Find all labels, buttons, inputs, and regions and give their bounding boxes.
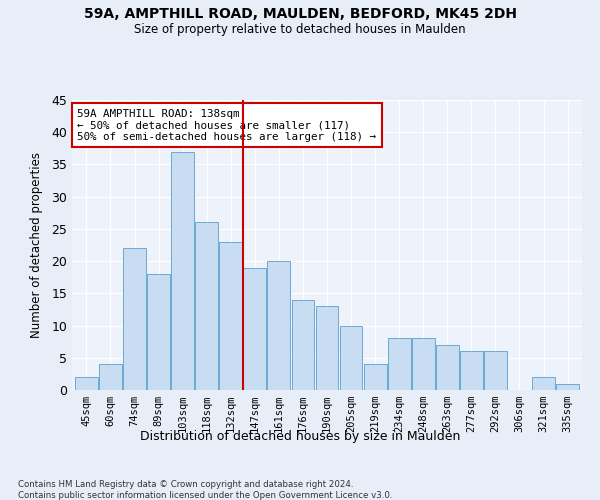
Text: Contains HM Land Registry data © Crown copyright and database right 2024.
Contai: Contains HM Land Registry data © Crown c…	[18, 480, 392, 500]
Text: 59A AMPTHILL ROAD: 138sqm
← 50% of detached houses are smaller (117)
50% of semi: 59A AMPTHILL ROAD: 138sqm ← 50% of detac…	[77, 108, 376, 142]
Bar	[340, 326, 362, 390]
Bar	[220, 242, 242, 390]
Text: Size of property relative to detached houses in Maulden: Size of property relative to detached ho…	[134, 22, 466, 36]
Bar	[412, 338, 434, 390]
Bar	[195, 222, 218, 390]
Text: 59A, AMPTHILL ROAD, MAULDEN, BEDFORD, MK45 2DH: 59A, AMPTHILL ROAD, MAULDEN, BEDFORD, MK…	[83, 8, 517, 22]
Bar	[484, 352, 507, 390]
Bar	[171, 152, 194, 390]
Bar	[388, 338, 410, 390]
Bar	[316, 306, 338, 390]
Bar	[268, 261, 290, 390]
Bar	[532, 377, 555, 390]
Y-axis label: Number of detached properties: Number of detached properties	[30, 152, 43, 338]
Bar	[244, 268, 266, 390]
Bar	[460, 352, 483, 390]
Bar	[123, 248, 146, 390]
Text: Distribution of detached houses by size in Maulden: Distribution of detached houses by size …	[140, 430, 460, 443]
Bar	[147, 274, 170, 390]
Bar	[436, 345, 459, 390]
Bar	[556, 384, 579, 390]
Bar	[75, 377, 98, 390]
Bar	[364, 364, 386, 390]
Bar	[292, 300, 314, 390]
Bar	[99, 364, 122, 390]
